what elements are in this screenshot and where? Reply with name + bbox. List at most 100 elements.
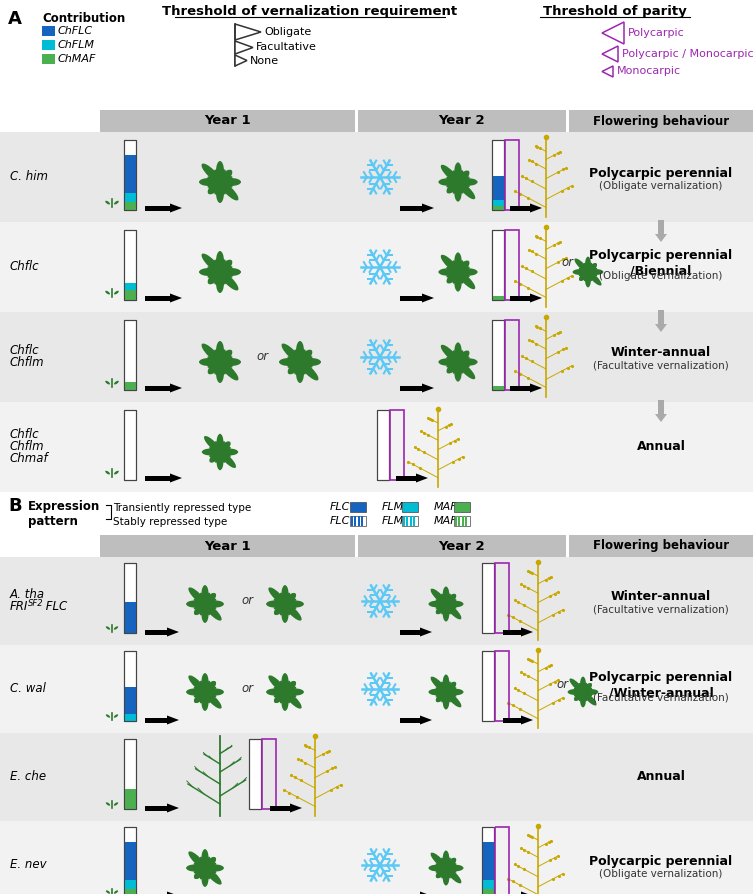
- Ellipse shape: [458, 272, 470, 277]
- Bar: [492, 176, 504, 200]
- Text: Polycarpic perennial
/Winter-annual: Polycarpic perennial /Winter-annual: [590, 671, 733, 699]
- Ellipse shape: [285, 692, 302, 709]
- Polygon shape: [655, 234, 667, 242]
- Bar: [482, 881, 494, 889]
- Bar: [124, 881, 136, 889]
- Ellipse shape: [458, 181, 475, 199]
- Ellipse shape: [583, 692, 587, 701]
- Bar: [482, 827, 494, 894]
- Ellipse shape: [268, 587, 285, 604]
- Ellipse shape: [114, 381, 119, 384]
- Ellipse shape: [443, 692, 450, 710]
- Ellipse shape: [428, 688, 446, 696]
- Polygon shape: [422, 293, 434, 302]
- Bar: [350, 516, 366, 526]
- Ellipse shape: [443, 604, 450, 621]
- Text: Transiently repressed type: Transiently repressed type: [113, 503, 252, 513]
- Ellipse shape: [457, 170, 463, 182]
- Ellipse shape: [215, 441, 221, 452]
- Ellipse shape: [216, 182, 224, 203]
- Ellipse shape: [207, 266, 220, 273]
- Polygon shape: [530, 384, 542, 392]
- Ellipse shape: [447, 272, 459, 283]
- Text: Winter-annual: Winter-annual: [611, 347, 711, 359]
- Ellipse shape: [114, 201, 119, 205]
- Text: MAF: MAF: [434, 502, 458, 512]
- Ellipse shape: [428, 601, 446, 607]
- Ellipse shape: [588, 267, 597, 273]
- Ellipse shape: [294, 350, 300, 362]
- Ellipse shape: [285, 593, 296, 604]
- Ellipse shape: [204, 681, 216, 693]
- Ellipse shape: [215, 182, 221, 195]
- Bar: [492, 386, 504, 390]
- Ellipse shape: [200, 680, 206, 692]
- Bar: [492, 230, 504, 300]
- Ellipse shape: [446, 692, 451, 703]
- Bar: [482, 651, 494, 721]
- Ellipse shape: [441, 604, 447, 614]
- Bar: [0, 312, 753, 402]
- Polygon shape: [167, 628, 179, 637]
- Ellipse shape: [285, 692, 291, 704]
- Bar: [124, 889, 136, 894]
- Polygon shape: [602, 66, 613, 77]
- Bar: [124, 739, 136, 809]
- Ellipse shape: [435, 599, 446, 604]
- Bar: [413, 516, 416, 526]
- Text: Annual: Annual: [636, 441, 685, 453]
- Bar: [492, 320, 504, 390]
- Ellipse shape: [217, 452, 224, 470]
- Bar: [377, 410, 389, 480]
- Ellipse shape: [285, 687, 296, 693]
- Ellipse shape: [194, 691, 205, 697]
- Ellipse shape: [300, 358, 321, 366]
- Ellipse shape: [219, 182, 226, 195]
- Ellipse shape: [204, 436, 221, 452]
- Ellipse shape: [584, 272, 589, 282]
- Polygon shape: [655, 324, 667, 332]
- Ellipse shape: [205, 687, 216, 693]
- Ellipse shape: [584, 263, 588, 272]
- Ellipse shape: [458, 361, 475, 379]
- Ellipse shape: [199, 178, 220, 186]
- Polygon shape: [655, 414, 667, 422]
- Ellipse shape: [201, 849, 209, 868]
- Bar: [377, 410, 389, 480]
- Ellipse shape: [186, 864, 205, 872]
- Ellipse shape: [204, 593, 210, 604]
- Ellipse shape: [205, 692, 221, 709]
- Ellipse shape: [219, 170, 226, 182]
- Text: (Obligate vernalization): (Obligate vernalization): [599, 181, 723, 191]
- Ellipse shape: [446, 868, 462, 883]
- Bar: [505, 230, 519, 300]
- Ellipse shape: [585, 272, 591, 287]
- Ellipse shape: [446, 688, 464, 696]
- Bar: [358, 110, 566, 132]
- Ellipse shape: [587, 263, 592, 272]
- Ellipse shape: [446, 867, 456, 873]
- Bar: [495, 827, 509, 894]
- Polygon shape: [235, 55, 247, 66]
- Polygon shape: [602, 22, 624, 44]
- Ellipse shape: [208, 361, 221, 375]
- Bar: [124, 382, 136, 390]
- Ellipse shape: [446, 691, 456, 696]
- Ellipse shape: [282, 673, 288, 692]
- Text: Annual: Annual: [636, 771, 685, 783]
- Ellipse shape: [454, 163, 462, 182]
- Ellipse shape: [431, 853, 447, 868]
- Ellipse shape: [106, 627, 110, 629]
- Ellipse shape: [220, 272, 239, 291]
- Ellipse shape: [201, 868, 209, 887]
- Text: FLC: FLC: [330, 516, 350, 526]
- Bar: [124, 320, 136, 390]
- Ellipse shape: [579, 272, 589, 281]
- Ellipse shape: [194, 691, 206, 703]
- Bar: [270, 805, 290, 811]
- Bar: [262, 739, 276, 809]
- Ellipse shape: [216, 161, 224, 182]
- Ellipse shape: [204, 692, 210, 704]
- Ellipse shape: [435, 603, 446, 609]
- Ellipse shape: [454, 342, 462, 362]
